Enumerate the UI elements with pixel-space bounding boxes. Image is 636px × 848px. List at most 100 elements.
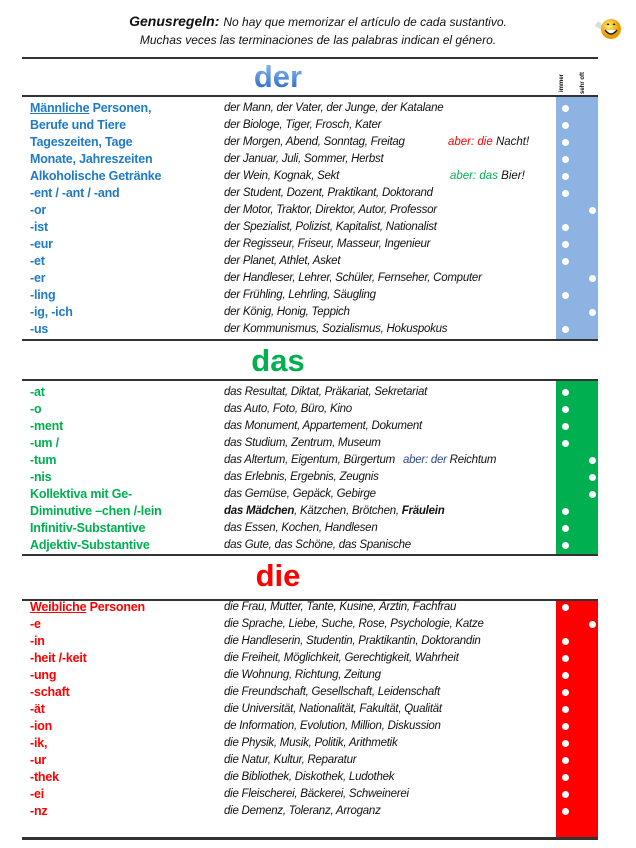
rule-label: -ion bbox=[30, 718, 52, 735]
rule-row: -er der Handleser, Lehrer, Schüler, Ferns… bbox=[0, 270, 636, 287]
rule-row: -e die Sprache, Liebe, Suche, Rose, Psych… bbox=[0, 616, 636, 633]
frequency-dot-sehr-oft bbox=[589, 275, 596, 282]
examples-text: der Frühling, Lehrling, Säugling bbox=[224, 289, 376, 301]
frequency-dot-immer bbox=[562, 389, 569, 396]
frequency-dot-immer bbox=[562, 791, 569, 798]
rule-label-text: -ling bbox=[30, 288, 56, 302]
rule-label-text: -ung bbox=[30, 668, 57, 682]
frequency-dot-sehr-oft bbox=[589, 309, 596, 316]
rule-label-text: -at bbox=[30, 385, 45, 399]
rule-examples: die Natur, Kultur, Reparatur bbox=[224, 752, 357, 769]
rule-label-text: Personen, bbox=[89, 101, 152, 115]
examples-text: das Studium, Zentrum, Museum bbox=[224, 437, 381, 449]
examples-text: der Planet, Athlet, Asket bbox=[224, 255, 341, 267]
rule-label-text: -us bbox=[30, 322, 49, 336]
article-heading-das: das bbox=[251, 343, 305, 378]
rule-label: -er bbox=[30, 270, 46, 287]
frequency-dot-immer bbox=[562, 672, 569, 679]
rule-examples: der Motor, Traktor, Direktor, Autor, Pro… bbox=[224, 202, 437, 219]
rule-label-text: -heit /-keit bbox=[30, 651, 87, 665]
rule-examples: das Gemüse, Gepäck, Gebirge bbox=[224, 486, 376, 503]
frequency-dot-immer bbox=[562, 440, 569, 447]
examples-text: die Wohnung, Richtung, Zeitung bbox=[224, 669, 381, 681]
rule-label-text: Berufe und Tiere bbox=[30, 118, 126, 132]
rule-label: Adjektiv-Substantive bbox=[30, 537, 150, 554]
exception-article: aber: die bbox=[448, 136, 493, 148]
rule-label-text: Infinitiv-Substantive bbox=[30, 521, 146, 535]
rule-row: -ent / -ant / -and der Student, Dozent, P… bbox=[0, 185, 636, 202]
rule-examples: der Handleser, Lehrer, Schüler, Fernsehe… bbox=[224, 270, 482, 287]
rule-examples: das Mädchen, Kätzchen, Brötchen, Fräulei… bbox=[224, 503, 445, 520]
rule-label-text: -ei bbox=[30, 787, 44, 801]
rule-examples: die Universität, Nationalität, Fakultät,… bbox=[224, 701, 442, 718]
rule-label-text: -schaft bbox=[30, 685, 70, 699]
divider-line bbox=[22, 554, 598, 556]
frequency-dot-immer bbox=[562, 406, 569, 413]
rule-label-text: -ik, bbox=[30, 736, 48, 750]
rule-examples: der Spezialist, Polizist, Kapitalist, Na… bbox=[224, 219, 437, 236]
rule-row: -ik, die Physik, Musik, Politik, Arithmet… bbox=[0, 735, 636, 752]
column-header-sehr-oft: sehr oft bbox=[580, 71, 586, 94]
frequency-dot-immer bbox=[562, 604, 569, 611]
rule-label-text: -ent / -ant / -and bbox=[30, 186, 120, 200]
rule-label-text: -ment bbox=[30, 419, 64, 433]
frequency-dot-immer bbox=[562, 423, 569, 430]
rule-label-text: Alkoholische Getränke bbox=[30, 169, 162, 183]
rule-examples: der Regisseur, Friseur, Masseur, Ingenie… bbox=[224, 236, 430, 253]
frequency-dot-immer bbox=[562, 190, 569, 197]
rule-label: Alkoholische Getränke bbox=[30, 168, 161, 185]
rule-label: -ment bbox=[30, 418, 63, 435]
rule-label-text: -ur bbox=[30, 753, 47, 767]
divider-line bbox=[22, 599, 598, 601]
rule-label-text: -nz bbox=[30, 804, 48, 818]
rule-label: -ei bbox=[30, 786, 44, 803]
frequency-dot-immer bbox=[562, 326, 569, 333]
rule-examples: der Kommunismus, Sozialismus, Hokuspokus bbox=[224, 321, 448, 338]
examples-text: das Gemüse, Gepäck, Gebirge bbox=[224, 488, 376, 500]
frequency-dot-sehr-oft bbox=[589, 457, 596, 464]
rule-label: -o bbox=[30, 401, 42, 418]
rule-row: -tum das Altertum, Eigentum, Bürgertum abe… bbox=[0, 452, 636, 469]
frequency-dot-sehr-oft bbox=[589, 491, 596, 498]
rule-examples: das Erlebnis, Ergebnis, Zeugnis bbox=[224, 469, 379, 486]
rule-examples: das Monument, Appartement, Dokument bbox=[224, 418, 422, 435]
rule-label-text: -or bbox=[30, 203, 47, 217]
examples-text: das Erlebnis, Ergebnis, Zeugnis bbox=[224, 471, 379, 483]
frequency-dot-immer bbox=[562, 757, 569, 764]
rule-label: -ik, bbox=[30, 735, 47, 752]
rule-label: Kollektiva mit Ge- bbox=[30, 486, 132, 503]
examples-text: de Information, Evolution, Million, Disk… bbox=[224, 720, 441, 732]
title-line-1: No hay que memorizar el artículo de cada… bbox=[223, 15, 507, 29]
rule-examples: der Mann, der Vater, der Junge, der Kata… bbox=[224, 100, 444, 117]
frequency-dot-immer bbox=[562, 292, 569, 299]
frequency-dot-immer bbox=[562, 156, 569, 163]
rule-examples: die Bibliothek, Diskothek, Ludothek bbox=[224, 769, 395, 786]
rule-label: -ist bbox=[30, 219, 48, 236]
rule-label: -nis bbox=[30, 469, 52, 486]
rule-label: -us bbox=[30, 321, 48, 338]
rule-row: Alkoholische Getränke aber: das Bier! der … bbox=[0, 168, 636, 185]
examples-text: das Essen, Kochen, Handlesen bbox=[224, 522, 378, 534]
examples-text: der Student, Dozent, Praktikant, Doktora… bbox=[224, 187, 433, 199]
frequency-dot-immer bbox=[562, 655, 569, 662]
rule-label-text: -ion bbox=[30, 719, 53, 733]
examples-text: der Mann, der Vater, der Junge, der Kata… bbox=[224, 102, 444, 114]
rule-label: -at bbox=[30, 384, 45, 401]
rule-row: -or der Motor, Traktor, Direktor, Autor, … bbox=[0, 202, 636, 219]
frequency-dot-immer bbox=[562, 139, 569, 146]
frequency-dot-immer bbox=[562, 105, 569, 112]
exception-note: aber: das Bier! bbox=[450, 168, 525, 185]
rule-label: -ung bbox=[30, 667, 56, 684]
rule-label-text: -thek bbox=[30, 770, 59, 784]
rule-label-text: Kollektiva mit Ge- bbox=[30, 487, 132, 501]
rule-row: -heit /-keit die Freiheit, Möglichkeit, G… bbox=[0, 650, 636, 667]
examples-text: die Sprache, Liebe, Suche, Rose, Psychol… bbox=[224, 618, 484, 630]
rule-examples: die Fleischerei, Bäckerei, Schweinerei bbox=[224, 786, 409, 803]
rule-label: -ät bbox=[30, 701, 45, 718]
examples-text: das Monument, Appartement, Dokument bbox=[224, 420, 422, 432]
frequency-dot-immer bbox=[562, 542, 569, 549]
rule-row: -in die Handleserin, Studentin, Praktikan… bbox=[0, 633, 636, 650]
rule-label: -heit /-keit bbox=[30, 650, 87, 667]
title-bold: Genusregeln: bbox=[129, 13, 220, 29]
article-heading-die: die bbox=[255, 558, 301, 593]
